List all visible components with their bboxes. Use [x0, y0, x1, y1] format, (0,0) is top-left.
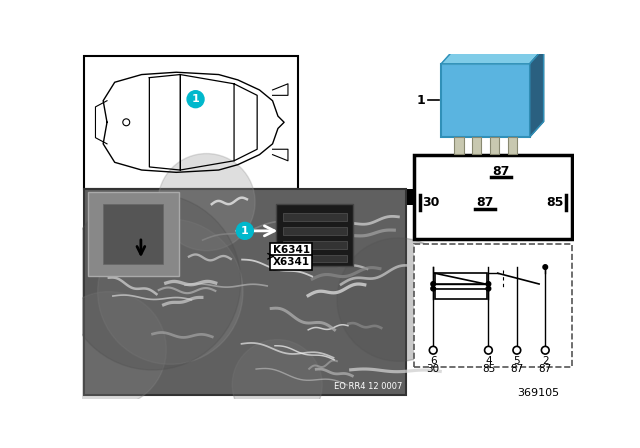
Circle shape: [51, 292, 166, 407]
Bar: [454, 137, 464, 154]
Bar: [490, 137, 499, 154]
Circle shape: [486, 282, 491, 286]
Bar: [441, 64, 530, 137]
Bar: [283, 213, 348, 221]
Circle shape: [429, 346, 437, 354]
Text: 5: 5: [513, 356, 520, 366]
Circle shape: [484, 346, 492, 354]
Bar: [276, 204, 353, 266]
Text: 87: 87: [539, 364, 552, 374]
Circle shape: [431, 286, 435, 291]
Bar: [84, 56, 298, 189]
Polygon shape: [530, 48, 543, 137]
Polygon shape: [441, 48, 543, 64]
Text: 4: 4: [485, 356, 492, 366]
Text: EO RR4 12 0007: EO RR4 12 0007: [333, 382, 402, 391]
Text: 30: 30: [427, 364, 440, 374]
Bar: [435, 289, 487, 299]
Bar: [283, 255, 348, 263]
Bar: [572, 190, 580, 205]
Bar: [283, 227, 348, 235]
Text: 1: 1: [416, 94, 425, 107]
Bar: [435, 273, 487, 284]
Circle shape: [541, 346, 549, 354]
Circle shape: [513, 346, 521, 354]
Text: X6341: X6341: [273, 258, 310, 267]
Text: 87: 87: [477, 196, 494, 209]
Circle shape: [431, 282, 435, 286]
Circle shape: [486, 286, 491, 291]
Text: 87: 87: [492, 165, 509, 178]
Circle shape: [187, 90, 204, 108]
Bar: [508, 137, 517, 154]
Circle shape: [98, 219, 243, 364]
Circle shape: [337, 238, 460, 361]
Bar: [283, 241, 348, 249]
Text: K6341: K6341: [273, 245, 310, 255]
Text: 1: 1: [241, 226, 249, 236]
Bar: [414, 56, 572, 155]
Bar: [103, 204, 163, 264]
Text: 85: 85: [547, 196, 564, 209]
Bar: [414, 155, 572, 239]
Text: 369105: 369105: [517, 388, 559, 397]
Text: 2: 2: [542, 356, 548, 366]
Text: 85: 85: [482, 364, 495, 374]
Bar: [472, 137, 481, 154]
Text: 87: 87: [510, 364, 524, 374]
Bar: [84, 189, 406, 395]
Text: 30: 30: [422, 196, 440, 209]
Bar: [88, 192, 179, 276]
Text: 1: 1: [192, 94, 200, 104]
Bar: [406, 190, 414, 205]
Circle shape: [65, 194, 241, 370]
Circle shape: [236, 222, 253, 239]
Text: 6: 6: [430, 356, 436, 366]
Circle shape: [232, 340, 322, 430]
Circle shape: [543, 265, 548, 269]
Bar: [414, 244, 572, 367]
Circle shape: [158, 154, 255, 251]
